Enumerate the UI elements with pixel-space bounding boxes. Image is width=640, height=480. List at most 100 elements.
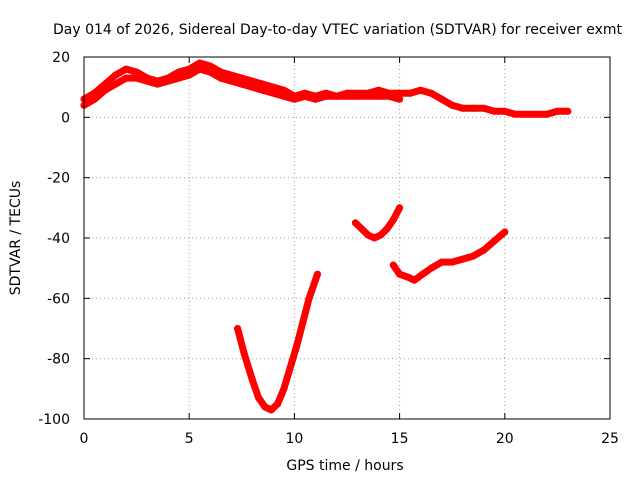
data-point [305,294,313,302]
data-point [396,270,404,278]
plot-area [80,59,572,414]
data-point [543,110,551,118]
y-tick-label: 0 [61,110,70,126]
data-point [389,261,397,269]
y-tick-label: -80 [47,352,70,368]
data-point [185,71,193,79]
series-dip-9h [234,270,321,414]
data-point [490,237,498,245]
data-point [417,86,425,94]
data-point [448,101,456,109]
data-point [299,319,307,326]
data-point [396,89,404,97]
data-point [238,74,246,82]
data-point [564,107,572,115]
data-point [490,107,498,115]
data-point [358,225,366,233]
data-point [112,71,120,79]
data-point [280,385,288,393]
data-point [322,92,330,100]
data-point [267,406,275,414]
data-point [438,95,446,103]
data-point [206,62,214,70]
data-point [501,107,509,115]
grid [84,57,610,419]
y-tick-label: -20 [47,171,70,187]
y-axis-label: SDTVAR / TECUs [8,181,24,296]
data-point [133,68,141,76]
data-point [311,95,319,103]
x-tick-label: 10 [285,431,303,447]
y-tick-label: 20 [52,50,70,66]
data-point [154,80,162,88]
data-point [370,234,378,242]
data-point [164,77,172,85]
x-tick-label: 5 [185,431,194,447]
data-point [343,92,351,100]
data-point [427,264,435,272]
x-axis-label: GPS time / hours [286,458,403,474]
data-point [238,80,246,88]
data-point [175,74,183,82]
data-point [206,68,214,76]
data-point [259,86,267,94]
data-point [248,77,256,85]
data-point [389,216,397,224]
x-tick-label: 25 [601,431,619,447]
data-point [501,228,509,236]
data-point [480,246,488,254]
data-point [375,92,383,100]
x-tick-label: 15 [391,431,409,447]
data-point [133,74,141,82]
data-point [248,376,256,384]
chart-title: Day 014 of 2026, Sidereal Day-to-day VTE… [53,22,623,38]
data-point [175,68,183,76]
x-tick-label: 20 [496,431,514,447]
data-point [255,394,263,402]
data-point [459,255,467,263]
data-point [234,325,242,332]
data-point [385,92,393,100]
data-point [404,273,412,281]
data-point [377,231,385,239]
data-point [419,270,427,278]
data-point [448,258,456,266]
data-point [511,110,519,118]
y-tick-label: -40 [47,231,70,247]
series-rise-15-20h [389,228,509,284]
series-main-band [80,59,572,118]
data-point [286,364,294,372]
data-point [459,104,467,112]
data-point [91,95,98,103]
axes: 0 5 10 15 20 25 -100 -80 -60 -40 -20 0 20 [38,50,619,447]
data-point [301,92,309,100]
data-point [143,77,151,85]
data-point [532,110,540,118]
data-point [122,65,130,73]
data-point [227,71,235,79]
data-point [227,77,235,85]
data-point [290,95,298,103]
data-point [314,270,321,278]
data-point [112,80,120,88]
data-point [469,252,477,260]
data-point [375,86,383,94]
data-point [101,86,109,94]
data-point [274,400,282,408]
data-point [269,83,277,91]
data-point [410,276,418,284]
data-point [293,343,300,351]
data-point [396,204,404,212]
data-point [427,89,435,97]
y-tick-label: -60 [47,291,70,307]
data-point [280,92,288,100]
data-point [261,403,269,411]
y-tick-label: -100 [38,412,70,428]
data-point [196,59,204,67]
data-point [438,258,446,266]
data-point [269,89,277,97]
data-point [217,74,225,82]
data-point [480,104,488,112]
data-point [522,110,530,118]
x-tick-label: 0 [80,431,89,447]
